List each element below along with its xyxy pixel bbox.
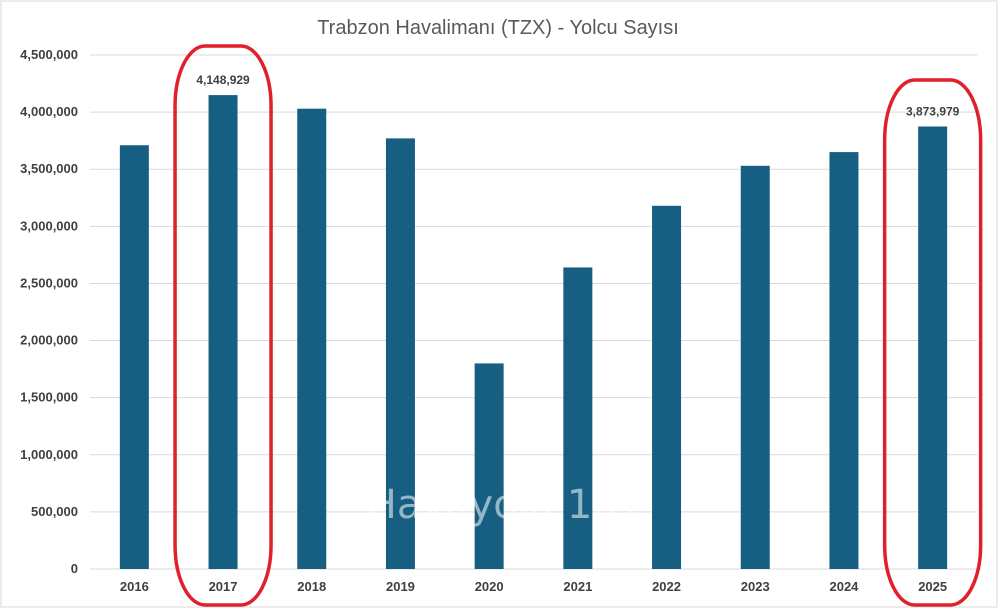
x-tick-label: 2016: [120, 579, 149, 594]
x-tick-label: 2025: [918, 579, 947, 594]
y-tick-label: 3,500,000: [20, 161, 78, 176]
highlight-oval-2025: [882, 78, 983, 607]
gridlines: [90, 54, 977, 570]
x-tick-label: 2023: [741, 579, 770, 594]
y-tick-label: 2,500,000: [20, 275, 78, 290]
x-tick-label: 2020: [475, 579, 504, 594]
chart-title: Trabzon Havalimanı (TZX) - Yolcu Sayısı: [317, 17, 679, 39]
y-tick-label: 4,500,000: [20, 47, 78, 62]
bar-2017: [208, 95, 238, 570]
x-axis-ticks: 2016 2017 2018 2019 2020 2021 2022 2023 2024 2025: [120, 579, 947, 594]
x-tick-label: 2021: [563, 579, 592, 594]
y-tick-label: 4,000,000: [20, 104, 78, 119]
bars: [119, 95, 948, 570]
bar-2022: [652, 205, 682, 570]
y-tick-label: 500,000: [31, 504, 78, 519]
bar-2018: [297, 108, 327, 569]
y-tick-label: 1,000,000: [20, 447, 78, 462]
highlight-ovals: [173, 44, 983, 607]
highlight-oval-2017: [173, 44, 273, 607]
y-axis-ticks: 0 500,000 1,000,000 1,500,000 2,000,000 2,500…: [20, 47, 78, 576]
bar-2025: [918, 126, 948, 570]
data-label-2025: 3,873,979: [906, 105, 960, 119]
bar-2019: [385, 138, 415, 570]
bar-2024: [829, 152, 859, 570]
bar-2020: [474, 363, 504, 569]
bar-2016: [119, 145, 149, 570]
x-tick-label: 2017: [209, 579, 238, 594]
x-tick-label: 2018: [297, 579, 326, 594]
bar-2021: [563, 267, 593, 569]
data-labels: 4,148,929 3,873,979: [196, 73, 959, 118]
y-tick-label: 1,500,000: [20, 390, 78, 405]
y-tick-label: 2,000,000: [20, 333, 78, 348]
bar-2023: [740, 165, 770, 569]
data-label-2017: 4,148,929: [196, 73, 250, 87]
x-tick-label: 2019: [386, 579, 415, 594]
watermark: Havayolu 101: [367, 482, 643, 528]
y-tick-label: 3,000,000: [20, 218, 78, 233]
x-tick-label: 2024: [829, 579, 859, 594]
y-tick-label: 0: [71, 561, 78, 576]
x-tick-label: 2022: [652, 579, 681, 594]
